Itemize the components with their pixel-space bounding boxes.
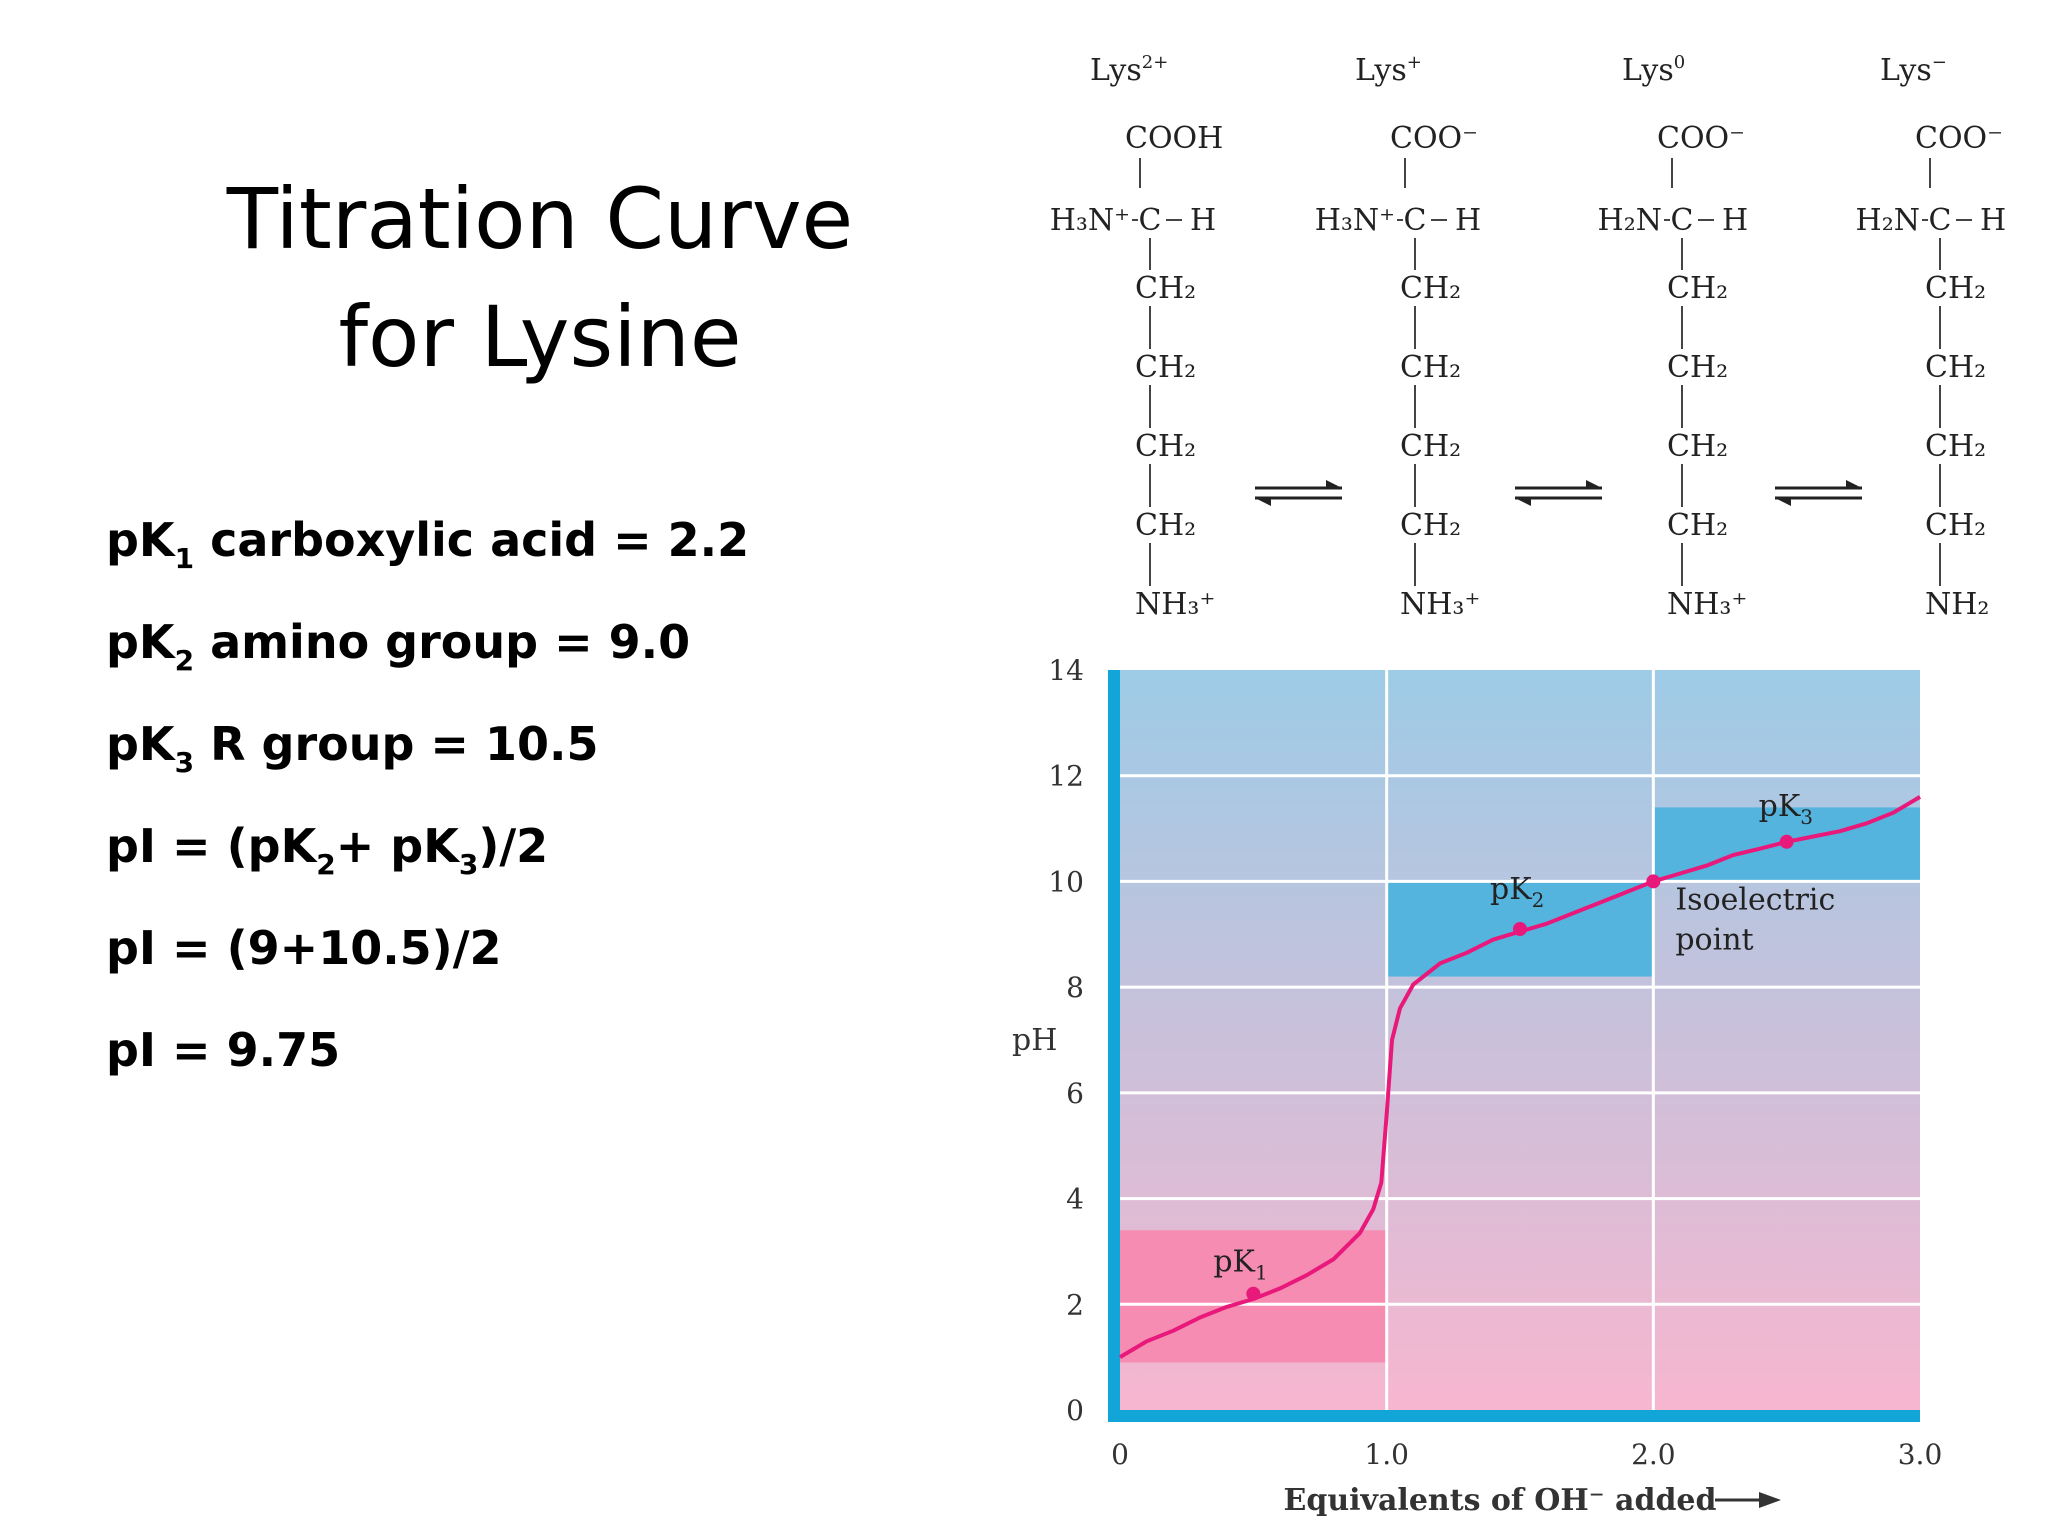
forward-arrow-head <box>1846 480 1862 488</box>
pk-point <box>1246 1286 1261 1301</box>
isoelectric-annotation: Isoelectric <box>1675 882 1835 917</box>
y-axis-bar <box>1108 670 1120 1422</box>
title-line-1: Titration Curve <box>226 170 854 268</box>
ch2-group: CH₂ <box>1400 429 1461 464</box>
ch2-group: CH₂ <box>1400 271 1461 306</box>
ch2-group: CH₂ <box>1135 429 1196 464</box>
y-tick-label: 8 <box>1066 971 1084 1004</box>
x-tick-label: 1.0 <box>1364 1438 1409 1471</box>
pk-point <box>1779 834 1794 849</box>
carboxyl-group: COO⁻ <box>1390 121 1478 156</box>
alpha-carbon: C <box>1929 203 1952 238</box>
structure-label: Lys− <box>1880 52 1947 88</box>
ch2-group: CH₂ <box>1667 350 1728 385</box>
pk-point <box>1513 922 1527 936</box>
y-tick-label: 4 <box>1066 1183 1084 1216</box>
ch2-group: CH₂ <box>1925 271 1986 306</box>
pk-facts-list: pK1 carboxylic acid = 2.2 pK2 amino grou… <box>106 505 749 1117</box>
title-line-2: for Lysine <box>338 288 742 386</box>
x-axis-label: Equivalents of OH⁻ added <box>1284 1483 1717 1518</box>
fact-pi-result: pI = 9.75 <box>106 1023 341 1077</box>
ch2-group: CH₂ <box>1135 350 1196 385</box>
x-axis-bar <box>1108 1410 1920 1422</box>
pk-point <box>1646 874 1661 889</box>
pk-point-label-sub: 1 <box>1255 1261 1268 1285</box>
side-chain-amine: NH₃⁺ <box>1400 587 1480 622</box>
structure-0: Lys2+ COOH H₃N⁺ C H CH₂ CH₂ CH₂ CH₂ NH₃⁺ <box>1050 52 1224 622</box>
side-chain-amine: NH₃⁺ <box>1667 587 1747 622</box>
reverse-arrow-head <box>1255 498 1271 506</box>
alpha-hydrogen: H <box>1190 203 1216 238</box>
structure-1: Lys+ COO⁻ H₃N⁺ C H CH₂ CH₂ CH₂ CH₂ NH₃⁺ <box>1315 52 1481 622</box>
equilibrium-arrows <box>1255 480 1862 506</box>
x-axis-arrow-head <box>1759 1492 1781 1508</box>
fact-pi-substituted: pI = (9+10.5)/2 <box>106 921 502 975</box>
reverse-arrow-head <box>1775 498 1791 506</box>
amine-group: H₂N <box>1598 203 1662 238</box>
slide-title: Titration Curve for Lysine <box>80 160 1000 396</box>
y-tick-label: 0 <box>1066 1394 1084 1427</box>
alpha-hydrogen: H <box>1455 203 1481 238</box>
fact-pk3: pK3 R group = 10.5 <box>106 717 599 779</box>
pk-point-label-sub: 2 <box>1532 888 1545 912</box>
y-tick-label: 6 <box>1066 1077 1084 1110</box>
alpha-carbon: C <box>1139 203 1162 238</box>
side-chain-amine: NH₃⁺ <box>1135 587 1215 622</box>
ch2-group: CH₂ <box>1925 350 1986 385</box>
carboxyl-group: COO⁻ <box>1915 121 2003 156</box>
amine-group: H₂N <box>1856 203 1920 238</box>
ch2-group: CH₂ <box>1400 350 1461 385</box>
structure-label: Lys0 <box>1622 52 1685 88</box>
ch2-group: CH₂ <box>1135 271 1196 306</box>
alpha-carbon: C <box>1404 203 1427 238</box>
titration-curve <box>1118 795 1922 1359</box>
alpha-hydrogen: H <box>1722 203 1748 238</box>
y-tick-label: 10 <box>1048 865 1084 898</box>
fact-pi-formula: pI = (pK2+ pK3)/2 <box>106 819 549 881</box>
amine-group: H₃N⁺ <box>1050 203 1130 238</box>
alpha-carbon: C <box>1671 203 1694 238</box>
forward-arrow-head <box>1586 480 1602 488</box>
structure-2: Lys0 COO⁻ H₂N C H CH₂ CH₂ CH₂ CH₂ NH₃⁺ <box>1598 52 1749 622</box>
structure-label: Lys+ <box>1355 52 1422 88</box>
x-tick-label: 0 <box>1111 1438 1129 1471</box>
structure-charge: + <box>1407 52 1422 73</box>
ch2-group: CH₂ <box>1925 429 1986 464</box>
side-chain-amine: NH₂ <box>1925 587 1989 622</box>
carboxyl-group: COOH <box>1125 121 1223 156</box>
ch2-group: CH₂ <box>1400 508 1461 543</box>
ch2-group: CH₂ <box>1925 508 1986 543</box>
structure-charge: 2+ <box>1142 52 1169 73</box>
structure-charge: − <box>1932 52 1947 73</box>
structure-charge: 0 <box>1674 52 1685 73</box>
fact-pk1: pK1 carboxylic acid = 2.2 <box>106 513 750 575</box>
alpha-hydrogen: H <box>1980 203 2006 238</box>
pk-point-label-sub: 3 <box>1800 805 1813 829</box>
ch2-group: CH₂ <box>1135 508 1196 543</box>
structure-3: Lys− COO⁻ H₂N C H CH₂ CH₂ CH₂ CH₂ NH₂ <box>1856 52 2007 622</box>
carboxyl-group: COO⁻ <box>1657 121 1745 156</box>
y-axis-label: pH <box>1012 1023 1057 1058</box>
structure-label: Lys2+ <box>1090 52 1168 88</box>
forward-arrow-head <box>1326 480 1342 488</box>
fact-pk2: pK2 amino group = 9.0 <box>106 615 691 677</box>
ch2-group: CH₂ <box>1667 508 1728 543</box>
y-tick-label: 2 <box>1066 1288 1084 1321</box>
amine-group: H₃N⁺ <box>1315 203 1395 238</box>
reverse-arrow-head <box>1515 498 1531 506</box>
y-tick-label: 14 <box>1048 654 1084 687</box>
ch2-group: CH₂ <box>1667 429 1728 464</box>
x-tick-label: 2.0 <box>1631 1438 1676 1471</box>
x-tick-label: 3.0 <box>1898 1438 1943 1471</box>
y-tick-label: 12 <box>1048 760 1084 793</box>
pk-point-label: pK1 <box>1213 1245 1267 1285</box>
ch2-group: CH₂ <box>1667 271 1728 306</box>
isoelectric-annotation: point <box>1675 922 1753 957</box>
